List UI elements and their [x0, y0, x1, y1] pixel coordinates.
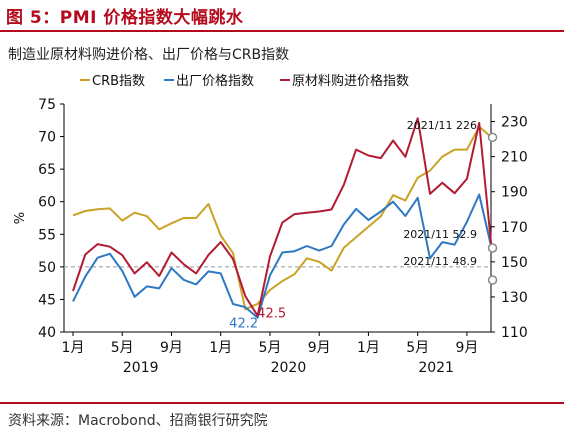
right-tick-label: 170 [501, 220, 528, 236]
x-tick-label: 9月 [308, 340, 331, 356]
right-tick-label: 150 [501, 255, 528, 271]
left-tick-label: 60 [38, 195, 56, 211]
low-point-label: 42.5 [257, 307, 286, 322]
x-tick-label: 9月 [160, 340, 183, 356]
chart-subtitle: 制造业原材料购进价格、出厂价格与CRB指数 [8, 47, 290, 63]
footer-rule [0, 402, 564, 404]
year-label: 2019 [123, 360, 159, 376]
x-tick-label: 5月 [406, 340, 429, 356]
endpoint-marker [487, 243, 498, 253]
title-rule [0, 30, 564, 32]
right-tick-label: 130 [501, 290, 528, 306]
source-note: 资料来源：Macrobond、招商银行研究院 [8, 413, 268, 429]
year-label: 2020 [271, 360, 307, 376]
x-tick-label: 5月 [258, 340, 281, 356]
chart-canvas: 40 45 50 55 60 65 70 75 110 130 150 170 190 210 230% 1月… [13, 73, 528, 376]
endpoint-marker [487, 132, 498, 143]
low-point-label: 42.2 [229, 317, 258, 332]
right-tick-label: 230 [501, 115, 528, 131]
right-tick-label: 190 [501, 185, 528, 201]
left-tick-label: 70 [38, 130, 56, 146]
legend-label: CRB指数 [92, 74, 145, 89]
right-tick-label: 110 [501, 325, 528, 341]
year-label: 2021 [418, 360, 454, 376]
right-tick-label: 210 [501, 150, 528, 166]
left-tick-label: 75 [38, 97, 56, 113]
series-line-factory [72, 193, 493, 319]
endpoint-annotation: 2021/11 226 [407, 119, 477, 132]
endpoint-annotation: 2021/11 48.9 [403, 255, 477, 268]
series-line-raw [72, 117, 493, 317]
endpoint-marker [487, 275, 498, 285]
left-tick-label: 40 [38, 325, 56, 341]
x-tick-label: 1月 [357, 340, 380, 356]
figure-title: 图 5：PMI 价格指数大幅跳水 [6, 8, 244, 28]
left-tick-label: 65 [38, 162, 56, 178]
x-tick-label: 1月 [62, 340, 85, 356]
left-tick-label: 45 [38, 292, 56, 308]
left-axis-unit-label: % [13, 212, 28, 224]
endpoint-annotation: 2021/11 52.9 [403, 228, 477, 241]
x-tick-label: 1月 [209, 340, 232, 356]
legend-label: 出厂价格指数 [176, 73, 254, 89]
series-line-crb [72, 125, 493, 311]
x-tick-label: 9月 [455, 340, 478, 356]
left-tick-label: 55 [38, 227, 56, 243]
left-tick-label: 50 [38, 260, 56, 276]
x-tick-label: 5月 [111, 340, 134, 356]
legend-label: 原材料购进价格指数 [292, 73, 409, 89]
